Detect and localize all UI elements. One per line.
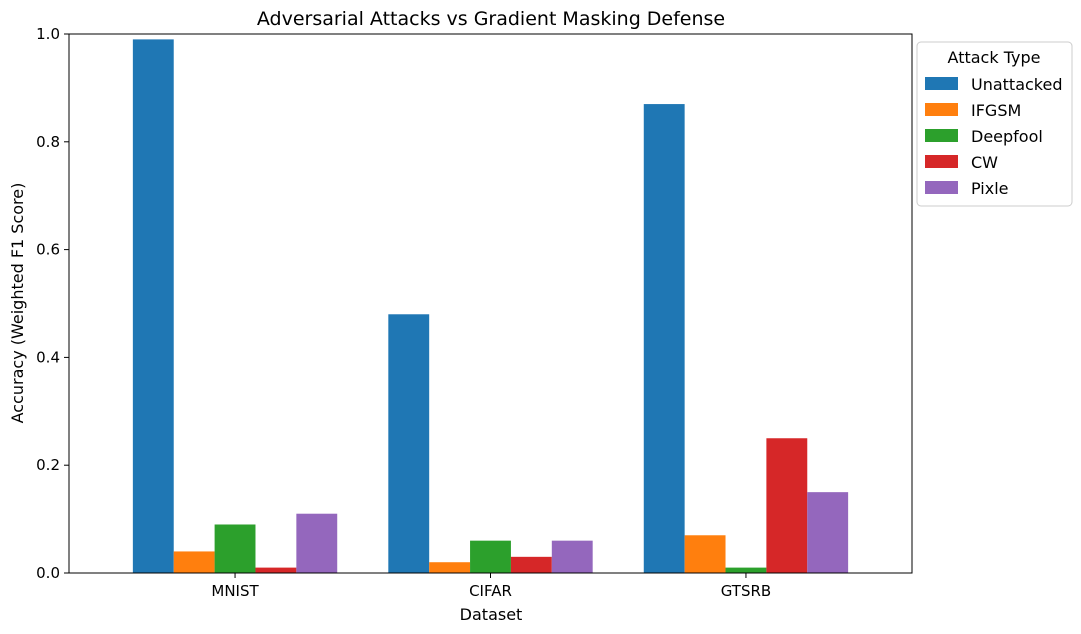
x-tick-label: GTSRB: [721, 582, 772, 600]
y-tick-label: 0.4: [36, 348, 60, 366]
y-tick-label: 1.0: [36, 25, 60, 43]
x-axis-label: Dataset: [460, 605, 523, 624]
bar-pixle-mnist: [296, 513, 338, 573]
bar-ifgsm-mnist: [173, 551, 215, 573]
legend-swatch-pixle: [925, 181, 958, 194]
x-tick-label: MNIST: [211, 582, 259, 600]
legend-label-ifgsm: IFGSM: [971, 101, 1021, 120]
bar-ifgsm-cifar: [429, 562, 471, 573]
legend-swatch-cw: [925, 155, 958, 168]
bar-cw-cifar: [510, 556, 552, 573]
bar-unattacked-mnist: [132, 39, 174, 573]
y-axis-label: Accuracy (Weighted F1 Score): [8, 183, 27, 424]
bar-ifgsm-gtsrb: [684, 535, 726, 573]
bar-deepfool-mnist: [214, 524, 256, 573]
legend-swatch-deepfool: [925, 129, 958, 142]
legend-label-pixle: Pixle: [971, 179, 1009, 198]
bar-pixle-gtsrb: [807, 492, 849, 573]
y-tick-label: 0.2: [36, 456, 60, 474]
y-tick-label: 0.8: [36, 133, 60, 151]
bars-group: [132, 39, 849, 573]
legend-swatch-ifgsm: [925, 103, 958, 116]
bar-deepfool-gtsrb: [725, 567, 767, 573]
x-axis-ticks: MNIST CIFAR GTSRB: [211, 573, 771, 600]
legend-title: Attack Type: [948, 48, 1041, 67]
bar-unattacked-cifar: [388, 314, 430, 573]
bar-deepfool-cifar: [470, 540, 511, 573]
legend-label-cw: CW: [971, 153, 998, 172]
chart-title: Adversarial Attacks vs Gradient Masking …: [257, 8, 725, 30]
legend-swatch-unattacked: [925, 77, 958, 90]
bar-unattacked-gtsrb: [643, 104, 685, 573]
legend: Attack Type Unattacked IFGSM Deepfool CW Pix…: [916, 41, 1073, 207]
y-axis-ticks: 0.0 0.2 0.4 0.6 0.8 1.0: [36, 25, 69, 582]
legend-items: Unattacked IFGSM Deepfool CW Pixle: [925, 75, 1063, 198]
bar-pixle-cifar: [551, 540, 593, 573]
y-tick-label: 0.0: [36, 564, 60, 582]
x-tick-label: CIFAR: [469, 582, 512, 600]
legend-label-deepfool: Deepfool: [971, 127, 1043, 146]
legend-label-unattacked: Unattacked: [971, 75, 1063, 94]
plot-frame: [68, 33, 913, 574]
bar-cw-gtsrb: [766, 438, 808, 573]
y-tick-label: 0.6: [36, 241, 60, 259]
bar-cw-mnist: [255, 567, 297, 573]
